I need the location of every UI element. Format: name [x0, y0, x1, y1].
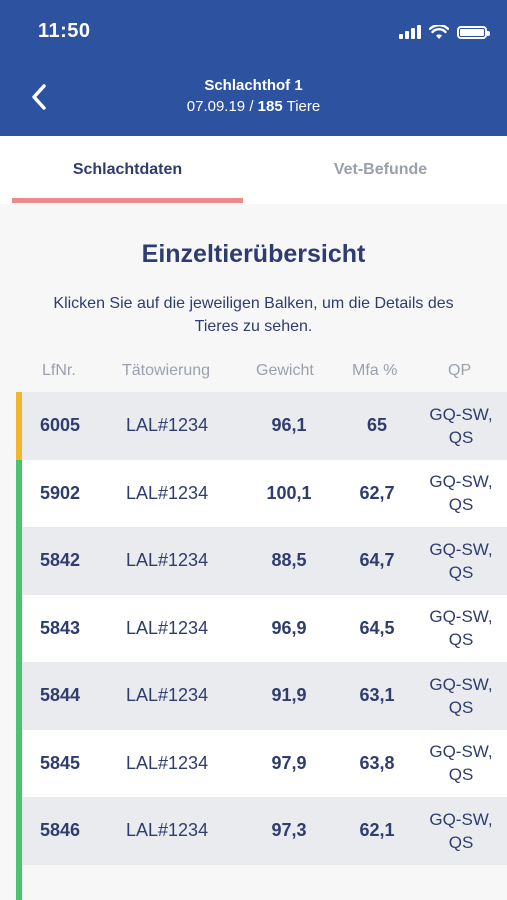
- qp-cell: GQ-SW, QS: [420, 662, 502, 730]
- mfa-cell: 62,7: [359, 482, 395, 503]
- section-heading: Einzeltierübersicht: [141, 240, 366, 268]
- qp-cell: GQ-SW, QS: [420, 797, 502, 865]
- qp-line: GQ-SW,: [429, 607, 493, 627]
- status-bar: [16, 662, 22, 730]
- qp-cell: GQ-SW, QS: [420, 460, 502, 528]
- weight-cell: 100,1: [266, 482, 312, 503]
- lfnr-cell: 5842: [40, 550, 81, 571]
- qp-line: GQ-SW,: [429, 472, 493, 492]
- chevron-left-icon: [32, 84, 46, 110]
- mfa-cell: 65: [366, 415, 388, 436]
- qp-line: QS: [448, 630, 474, 650]
- status-time: 11:50: [38, 20, 91, 42]
- battery-icon: [457, 25, 490, 39]
- lfnr-cell: 5846: [40, 820, 81, 841]
- mfa-cell: 63,1: [359, 685, 395, 706]
- lfnr-cell: 5843: [40, 617, 81, 638]
- lfnr-cell: 5844: [40, 685, 81, 706]
- qp-cell: GQ-SW, QS: [420, 730, 502, 798]
- animal-table: 6005 LAL#1234 96,1 65 GQ-SW, QS 5902 LAL#…: [16, 392, 507, 865]
- qp-cell: GQ-SW, QS: [420, 392, 502, 460]
- weight-cell: 97,3: [271, 820, 307, 841]
- lfnr-cell: 5902: [40, 482, 81, 503]
- tab-schlachtdaten[interactable]: Schlachtdaten: [72, 161, 183, 178]
- tattoo-cell: LAL#1234: [126, 685, 209, 706]
- weight-cell: 96,1: [271, 415, 307, 436]
- table-row[interactable]: 5844 LAL#1234 91,9 63,1 GQ-SW, QS: [16, 662, 507, 730]
- status-bar: [16, 459, 22, 527]
- status-bar-continuation: [16, 861, 22, 900]
- column-header-mfa: Mfa %: [352, 362, 398, 379]
- status-icons: [399, 22, 490, 42]
- tattoo-cell: LAL#1234: [126, 752, 209, 773]
- mfa-cell: 64,7: [359, 550, 395, 571]
- instruction-text: Klicken Sie auf die jeweiligen Balken, u…: [53, 295, 454, 335]
- tattoo-cell: LAL#1234: [126, 415, 209, 436]
- mfa-cell: 63,8: [359, 752, 395, 773]
- weight-cell: 88,5: [271, 550, 307, 571]
- qp-line: GQ-SW,: [429, 539, 493, 559]
- tattoo-cell: LAL#1234: [126, 617, 209, 638]
- table-row[interactable]: 6005 LAL#1234 96,1 65 GQ-SW, QS: [16, 392, 507, 460]
- page-title: Schlachthof 1: [204, 77, 303, 94]
- weight-cell: 91,9: [271, 685, 307, 706]
- status-bar: [16, 729, 22, 797]
- lfnr-cell: 5845: [40, 752, 81, 773]
- table-row[interactable]: 5845 LAL#1234 97,9 63,8 GQ-SW, QS: [16, 729, 507, 798]
- status-bar: [16, 797, 22, 865]
- tattoo-cell: LAL#1234: [126, 820, 209, 841]
- table-row[interactable]: 5902 LAL#1234 100,1 62,7 GQ-SW, QS: [16, 459, 507, 528]
- tattoo-cell: LAL#1234: [126, 550, 209, 571]
- status-bar: [16, 594, 22, 662]
- tattoo-cell: LAL#1234: [126, 482, 209, 503]
- qp-line: GQ-SW,: [429, 809, 493, 829]
- tab-bar: Schlachtdaten Vet-Befunde: [0, 136, 507, 204]
- back-button[interactable]: [22, 80, 56, 114]
- subtitle-separator: /: [245, 98, 258, 115]
- table-row[interactable]: 5842 LAL#1234 88,5 64,7 GQ-SW, QS: [16, 527, 507, 595]
- qp-line: GQ-SW,: [429, 742, 493, 762]
- qp-line: GQ-SW,: [429, 404, 493, 424]
- column-header-tattoo: Tätowierung: [122, 362, 211, 379]
- table-row[interactable]: 5843 LAL#1234 96,9 64,5 GQ-SW, QS: [16, 594, 507, 663]
- column-header-weight: Gewicht: [256, 362, 314, 379]
- column-header-qp: QP: [448, 362, 472, 379]
- app-header: 11:50 Schlachthof 1 07.09.19 / 185 Tiere: [0, 0, 507, 136]
- header-title-block: Schlachthof 1 07.09.19 / 185 Tiere: [0, 77, 507, 115]
- signal-icon: [399, 25, 421, 39]
- tab-vet-befunde[interactable]: Vet-Befunde: [333, 161, 428, 178]
- active-tab-indicator: [12, 198, 243, 203]
- qp-line: QS: [448, 427, 474, 447]
- main-content: Einzeltierübersicht Klicken Sie auf die …: [0, 204, 507, 900]
- table-row[interactable]: 5846 LAL#1234 97,3 62,1 GQ-SW, QS: [16, 797, 507, 865]
- qp-line: QS: [448, 697, 474, 717]
- status-bar: [16, 527, 22, 595]
- qp-line: GQ-SW,: [429, 674, 493, 694]
- status-bar: [16, 392, 22, 460]
- slaughter-date: 07.09.19: [186, 98, 246, 115]
- page-subtitle: 07.09.19 / 185 Tiere: [0, 98, 507, 115]
- mfa-cell: 64,5: [359, 617, 395, 638]
- animal-count-unit: Tiere: [282, 98, 321, 115]
- qp-cell: GQ-SW, QS: [420, 595, 502, 663]
- weight-cell: 96,9: [271, 617, 307, 638]
- qp-line: QS: [448, 832, 474, 852]
- mfa-cell: 62,1: [359, 820, 395, 841]
- lfnr-cell: 6005: [40, 415, 81, 436]
- qp-line: QS: [448, 562, 474, 582]
- qp-line: QS: [448, 495, 474, 515]
- wifi-icon: [429, 24, 449, 39]
- column-header-lfnr: LfNr.: [42, 362, 76, 379]
- qp-line: QS: [448, 765, 474, 785]
- animal-count: 185: [257, 98, 283, 115]
- qp-cell: GQ-SW, QS: [420, 527, 502, 595]
- weight-cell: 97,9: [271, 752, 307, 773]
